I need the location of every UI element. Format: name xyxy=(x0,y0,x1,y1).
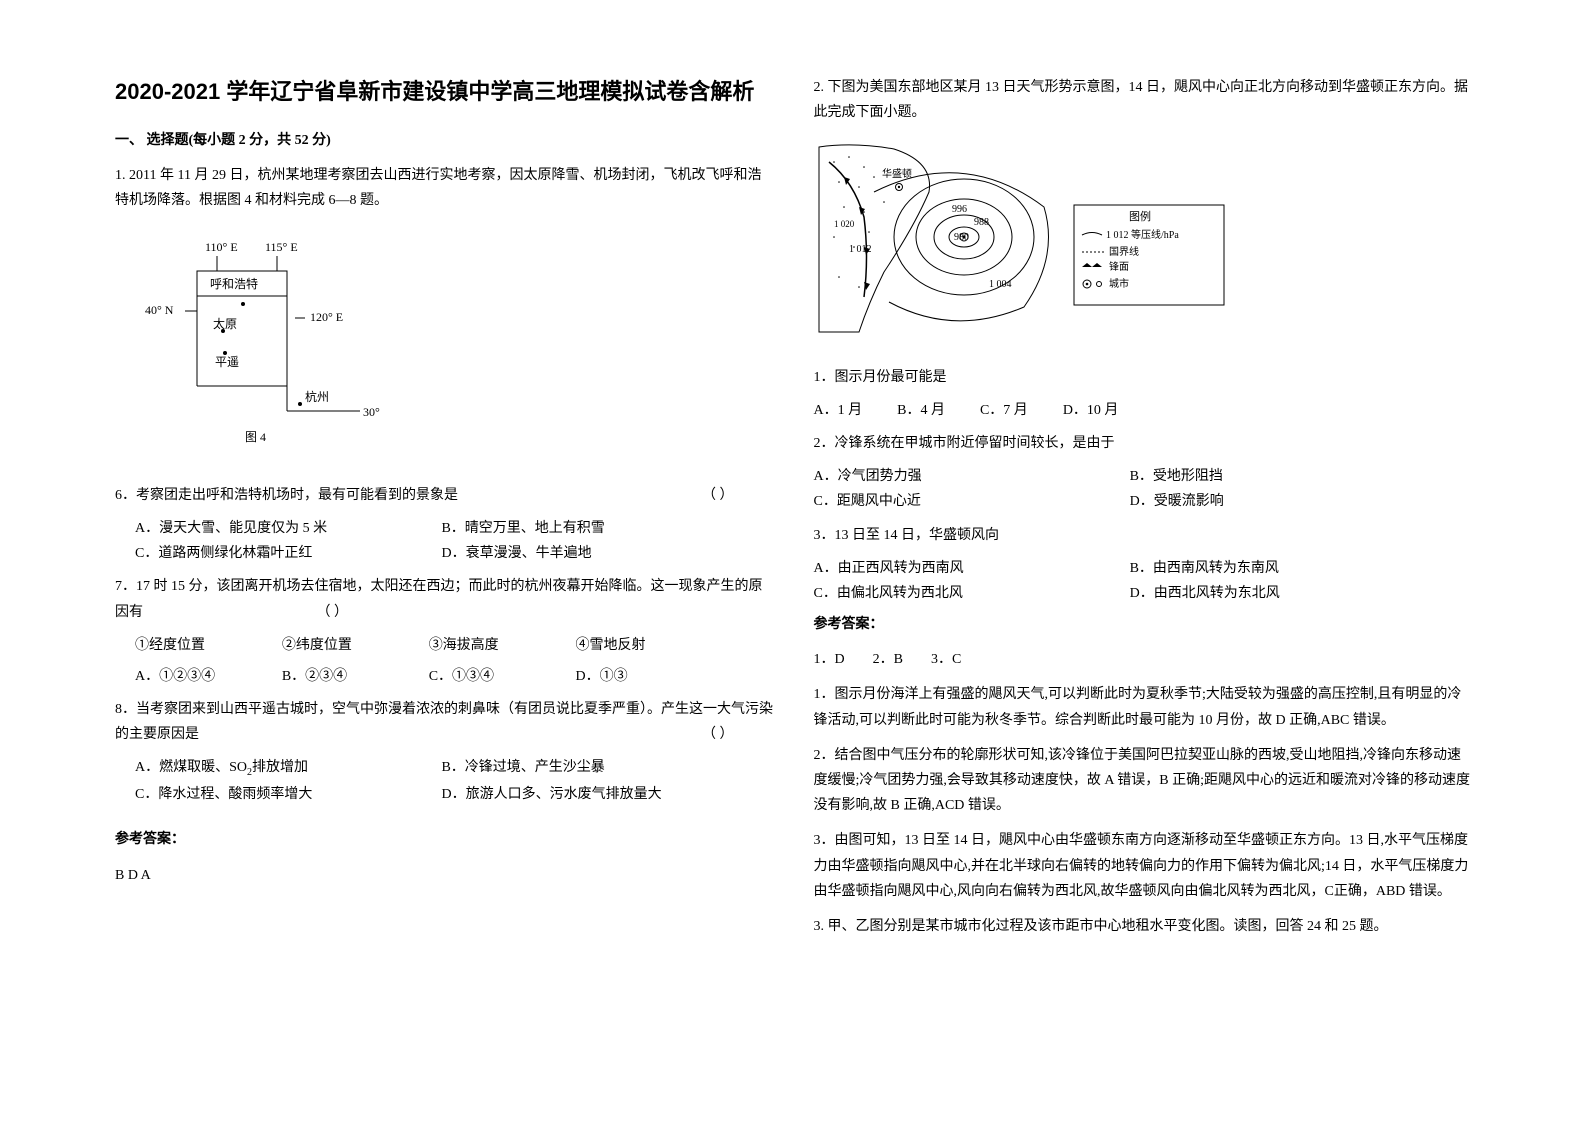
q8-opt-c: C．降水过程、酸雨频率增大 xyxy=(135,782,441,807)
q8-opt-b: B．冷锋过境、产生沙尘暴 xyxy=(441,755,747,782)
q8-a-pre: A．燃煤取暖、SO xyxy=(135,760,247,775)
q2-1: 1．图示月份最可能是 xyxy=(814,365,1473,390)
answer-2-p1: 1．图示月份海洋上有强盛的飓风天气,可以判断此时为夏秋季节;大陆受较为强盛的高压… xyxy=(814,682,1473,732)
isobar-996: 996 xyxy=(952,204,967,215)
q2-2-options: A．冷气团势力强 B．受地形阻挡 C．距飓风中心近 D．受暖流影响 xyxy=(814,464,1473,514)
lat-30: 30° xyxy=(363,405,380,419)
legend-isobar: 1 012 等压线/hPa xyxy=(1106,228,1179,241)
answer-2-p3: 3．由图可知，13 日至 14 日，飓风中心由华盛顿东南方向逐渐移动至华盛顿正东… xyxy=(814,828,1473,904)
q2-3-options: A．由正西风转为西南风 B．由西南风转为东南风 C．由偏北风转为西北风 D．由西… xyxy=(814,556,1473,606)
china-map-svg: 110° E 115° E 呼和浩特 40° N 120° E 太原 平遥 杭州… xyxy=(145,236,405,456)
answer-1-text: B D A xyxy=(115,863,774,888)
q7-opt-c: C．①③④ xyxy=(429,664,576,689)
city-washington-label: 华盛顿 xyxy=(882,167,912,180)
q7-opt-d: D．①③ xyxy=(576,664,723,689)
q7-paren: （ ） xyxy=(317,605,349,620)
lon-110: 110° E xyxy=(205,240,238,254)
q8-opt-d: D．旅游人口多、污水废气排放量大 xyxy=(441,782,747,807)
q8-opt-a: A．燃煤取暖、SO2排放增加 xyxy=(135,755,441,782)
q2-2-a: A．冷气团势力强 xyxy=(814,464,1130,489)
q2-2-d: D．受暖流影响 xyxy=(1130,489,1446,514)
isobar-1012: 1 012 xyxy=(849,244,872,255)
answer-2-header: 参考答案： xyxy=(814,612,1473,637)
q7-items: ①经度位置 ②纬度位置 ③海拔高度 ④雪地反射 xyxy=(135,633,774,658)
isobar-988: 988 xyxy=(974,217,989,228)
answer-2-line1: 1．D 2．B 3．C xyxy=(814,647,1473,672)
q7-options: A．①②③④ B．②③④ C．①③④ D．①③ xyxy=(135,664,774,689)
q6-opt-c: C．道路两侧绿化林霜叶正红 xyxy=(135,541,441,566)
city-hohhot: 呼和浩特 xyxy=(210,276,258,291)
q6: 6．考察团走出呼和浩特机场时，最有可能看到的景象是 （ ） xyxy=(115,483,774,508)
q7-opt-a: A．①②③④ xyxy=(135,664,282,689)
q2-3-a: A．由正西风转为西南风 xyxy=(814,556,1130,581)
right-column: 2. 下图为美国东部地区某月 13 日天气形势示意图，14 日，飓风中心向正北方… xyxy=(794,75,1493,1047)
q2-1-a: A．1 月 xyxy=(814,398,863,423)
q7-i2: ②纬度位置 xyxy=(282,633,429,658)
q6-options: A．漫天大雪、能见度仅为 5 米 B．晴空万里、地上有积雪 C．道路两侧绿化林霜… xyxy=(135,516,774,566)
q2-1-d: D．10 月 xyxy=(1063,398,1119,423)
q7-i1: ①经度位置 xyxy=(135,633,282,658)
q6-opt-d: D．衰草漫漫、牛羊遍地 xyxy=(441,541,747,566)
city-pingyao: 平遥 xyxy=(215,355,239,369)
q8-text: 8．当考察团来到山西平遥古城时，空气中弥漫着浓浓的刺鼻味（有团员说比夏季严重）。… xyxy=(115,702,773,742)
q7-text: 7．17 时 15 分，该团离开机场去住宿地，太阳还在西边；而此时的杭州夜幕开始… xyxy=(115,579,763,619)
q7-opt-b: B．②③④ xyxy=(282,664,429,689)
answer-2-p2: 2．结合图中气压分布的轮廓形状可知,该冷锋位于美国阿巴拉契亚山脉的西坡,受山地阻… xyxy=(814,743,1473,819)
left-column: 2020-2021 学年辽宁省阜新市建设镇中学高三地理模拟试卷含解析 一、 选择… xyxy=(95,75,794,1047)
answer-1-header: 参考答案： xyxy=(115,827,774,852)
q6-opt-a: A．漫天大雪、能见度仅为 5 米 xyxy=(135,516,441,541)
exam-title: 2020-2021 学年辽宁省阜新市建设镇中学高三地理模拟试卷含解析 xyxy=(115,75,774,108)
legend-border: 国界线 xyxy=(1109,245,1139,258)
city-hangzhou: 杭州 xyxy=(305,389,329,404)
q7: 7．17 时 15 分，该团离开机场去住宿地，太阳还在西边；而此时的杭州夜幕开始… xyxy=(115,574,774,624)
lat-40n: 40° N xyxy=(145,303,174,317)
q6-text: 6．考察团走出呼和浩特机场时，最有可能看到的景象是 xyxy=(115,488,458,503)
q7-i3: ③海拔高度 xyxy=(429,633,576,658)
q8: 8．当考察团来到山西平遥古城时，空气中弥漫着浓浓的刺鼻味（有团员说比夏季严重）。… xyxy=(115,697,774,747)
q3-intro: 3. 甲、乙图分别是某市城市化过程及该市距市中心地租水平变化图。读图，回答 24… xyxy=(814,914,1473,939)
figure-4-map: 110° E 115° E 呼和浩特 40° N 120° E 太原 平遥 杭州… xyxy=(145,236,405,465)
section-1-header: 一、 选择题(每小题 2 分，共 52 分) xyxy=(115,128,774,153)
q1-intro: 1. 2011 年 11 月 29 日，杭州某地理考察团去山西进行实地考察，因太… xyxy=(115,163,774,213)
legend-front: 锋面 xyxy=(1109,260,1129,273)
q2-3: 3．13 日至 14 日，华盛顿风向 xyxy=(814,523,1473,548)
q6-opt-b: B．晴空万里、地上有积雪 xyxy=(441,516,747,541)
q2-2: 2．冷锋系统在甲城市附近停留时间较长，是由于 xyxy=(814,431,1473,456)
q2-1-c: C．7 月 xyxy=(980,398,1028,423)
q2-3-c: C．由偏北风转为西北风 xyxy=(814,581,1130,606)
q7-i4: ④雪地反射 xyxy=(576,633,723,658)
q8-options: A．燃煤取暖、SO2排放增加 B．冷锋过境、产生沙尘暴 C．降水过程、酸雨频率增… xyxy=(135,755,774,807)
q2-1-b: B．4 月 xyxy=(897,398,945,423)
isobar-1004: 1 004 xyxy=(989,279,1012,290)
isobar-1020: 1 020 xyxy=(834,219,855,229)
q2-2-b: B．受地形阻挡 xyxy=(1130,464,1446,489)
lon-120: 120° E xyxy=(310,310,343,324)
lon-115: 115° E xyxy=(265,240,298,254)
q6-paren: （ ） xyxy=(702,483,734,508)
q2-intro: 2. 下图为美国东部地区某月 13 日天气形势示意图，14 日，飓风中心向正北方… xyxy=(814,75,1473,125)
q8-a-post: 排放增加 xyxy=(252,760,308,775)
figure-4-caption: 图 4 xyxy=(245,430,266,444)
q2-2-c: C．距飓风中心近 xyxy=(814,489,1130,514)
q2-3-d: D．由西北风转为东北风 xyxy=(1130,581,1446,606)
legend-title: 图例 xyxy=(1129,209,1151,223)
q2-3-b: B．由西南风转为东南风 xyxy=(1130,556,1446,581)
city-taiyuan: 太原 xyxy=(213,316,237,331)
q2-1-options: A．1 月 B．4 月 C．7 月 D．10 月 xyxy=(814,398,1473,423)
weather-map-svg: 980 988 996 1 004 1 012 1 020 华盛顿 图例 1 0… xyxy=(814,137,1234,347)
weather-map-figure: 980 988 996 1 004 1 012 1 020 华盛顿 图例 1 0… xyxy=(814,137,1473,356)
q8-paren: （ ） xyxy=(702,722,734,747)
legend-city: 城市 xyxy=(1109,277,1129,290)
